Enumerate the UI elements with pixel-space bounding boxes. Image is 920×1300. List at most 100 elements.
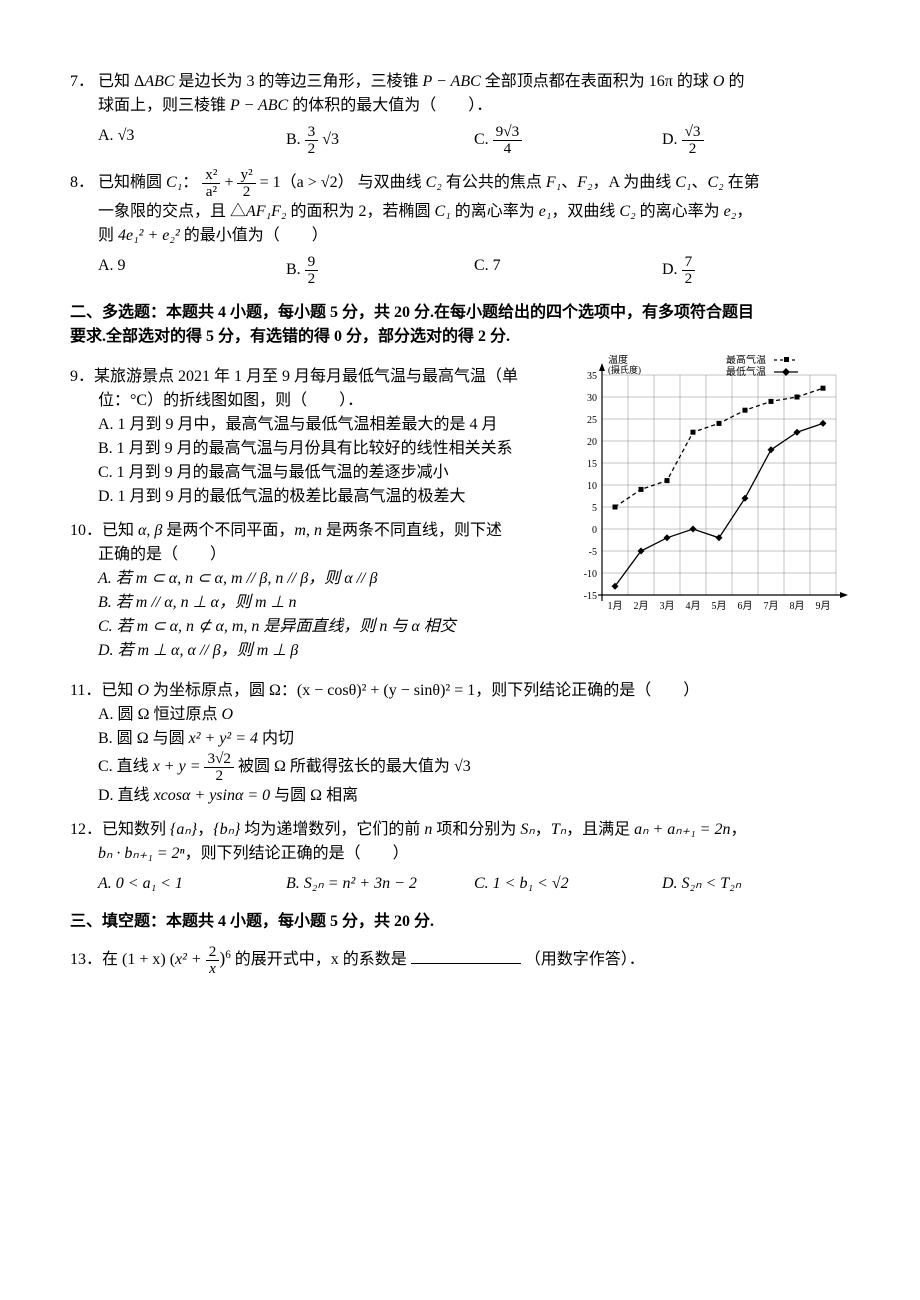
q8-l2d: ，双曲线 <box>551 203 619 220</box>
q9-q10-row: 9．某旅游景点 2021 年 1 月至 9 月每月最低气温与最高气温（单 位：°… <box>70 355 850 669</box>
q7-area: 16π <box>649 73 673 90</box>
temperature-chart: -15-10-505101520253035温度(摄氏度)最高气温最低气温1月2… <box>560 355 850 669</box>
q11-B-mid: 与圆 <box>149 730 189 747</box>
q8-Dn: 7 <box>682 254 696 271</box>
q7-B: B. <box>286 131 301 148</box>
q12-opt-c: C. 1 < b₁ < √2 <box>474 872 662 896</box>
svg-text:3月: 3月 <box>660 600 675 612</box>
svg-text:35: 35 <box>587 371 597 382</box>
q8-af1f2: AF₁F₂ <box>246 203 286 220</box>
q11-l1a: 已知 <box>101 682 137 699</box>
q11-C-omega: Ω <box>274 758 286 775</box>
q10-A: A. 若 m ⊂ α, n ⊂ α, m // β, n // β，则 α //… <box>98 567 560 591</box>
q8-c1b: C₁ <box>675 174 691 191</box>
q8-line3: 则 4e₁² + e₂² 的最小值为（ ） <box>98 224 850 248</box>
q8-F2: F₂ <box>577 174 592 191</box>
q7-D-den: 2 <box>682 141 704 157</box>
q9-B: B. 1 月到 9 月的最高气温与月份具有比较好的线性相关关系 <box>98 437 560 461</box>
q7-opt-d: D. √3 2 <box>662 124 850 157</box>
q8-cond: （a > √2） <box>281 174 354 191</box>
q7-t5: 的 <box>724 73 744 90</box>
q7-B-sqrt: √3 <box>322 131 339 148</box>
q12-bn: {bₙ} <box>213 821 240 838</box>
q11-B-pre: B. 圆 <box>98 730 137 747</box>
question-11: 11．已知 O 为坐标原点，圆 Ω：(x − cosθ)² + (y − sin… <box>70 679 850 808</box>
question-10: 10．已知 α, β 是两个不同平面，m, n 是两条不同直线，则下述 正确的是… <box>70 519 560 663</box>
q10-l1a: 已知 <box>102 522 138 539</box>
q8-l3b: 的最小值为（ ） <box>180 227 328 244</box>
q7-line2: 球面上，则三棱锥 P − ABC 的体积的最大值为（ ）． <box>98 94 850 118</box>
q10-B: B. 若 m // α, n ⊥ α，则 m ⊥ n <box>98 591 560 615</box>
svg-text:0: 0 <box>592 525 597 536</box>
q7-C: C. <box>474 131 489 148</box>
chart-svg: -15-10-505101520253035温度(摄氏度)最高气温最低气温1月2… <box>560 355 850 635</box>
svg-text:7月: 7月 <box>764 600 779 612</box>
q8-t2: 与双曲线 <box>358 174 426 191</box>
svg-text:5月: 5月 <box>712 600 727 612</box>
q8-t1: 已知椭圆 <box>98 174 166 191</box>
q8-c1: C₁ <box>166 174 182 191</box>
svg-text:8月: 8月 <box>790 600 805 612</box>
q11-B: B. 圆 Ω 与圆 x² + y² = 4 内切 <box>98 727 850 751</box>
svg-text:6月: 6月 <box>738 600 753 612</box>
q12-Sn: Sₙ <box>520 821 534 838</box>
q7-abc: ABC <box>144 73 174 90</box>
q7-pabc2: P − ABC <box>230 97 288 114</box>
q7-C-frac: 9√3 4 <box>493 124 523 157</box>
q11-B-omega: Ω <box>137 730 149 747</box>
q10-l2: 正确的是（ ） <box>98 543 560 567</box>
svg-text:4月: 4月 <box>686 600 701 612</box>
q12-opt-a: A. 0 < a₁ < 1 <box>98 872 286 896</box>
q12-opt-d: D. S₂ₙ < T₂ₙ <box>662 872 850 896</box>
q11-C-pre: C. 直线 <box>98 758 153 775</box>
question-13: 13．在 (1 + x) (x² + 2x)6 的展开式中，x 的系数是 （用数… <box>70 944 850 977</box>
q9-A: A. 1 月到 9 月中，最高气温与最低气温相差最大的是 4 月 <box>98 413 560 437</box>
q12-options: A. 0 < a₁ < 1 B. S₂ₙ = n² + 3n − 2 C. 1 … <box>98 872 850 896</box>
q12-l1a: 已知数列 <box>102 821 170 838</box>
q8-line2: 一象限的交点，且 △AF₁F₂ 的面积为 2，若椭圆 C₁ 的离心率为 e₁，双… <box>98 200 850 224</box>
q11-D-post: 相离 <box>322 787 358 804</box>
svg-text:25: 25 <box>587 415 597 426</box>
svg-text:-15: -15 <box>584 591 597 602</box>
svg-text:(摄氏度): (摄氏度) <box>608 364 641 375</box>
q8-Bn: 9 <box>305 254 319 271</box>
q8-l2c: 的离心率为 <box>451 203 539 220</box>
q12-l1c: 均为递增数列，它们的前 <box>240 821 424 838</box>
section-2-heading: 二、多选题：本题共 4 小题，每小题 5 分，共 20 分.在每小题给出的四个选… <box>70 301 850 349</box>
sec2-l2: 要求.全部选对的得 5 分，有选错的得 0 分，部分选对的得 2 分. <box>70 325 850 349</box>
q8-l2e: 的离心率为 <box>636 203 724 220</box>
q7-opt-c: C. 9√3 4 <box>474 124 662 157</box>
q7-opt-a: A. √3 <box>98 124 286 157</box>
q12-l2a: bₙ · bₙ₊₁ = 2ⁿ <box>98 845 185 862</box>
q8-l2f: ， <box>736 203 752 220</box>
q7-t3: 全部顶点都在表面积为 <box>481 73 649 90</box>
question-9: 9．某旅游景点 2021 年 1 月至 9 月每月最低气温与最高气温（单 位：°… <box>70 365 560 509</box>
q8-c2: C₂ <box>426 174 442 191</box>
svg-text:15: 15 <box>587 459 597 470</box>
section-3-heading: 三、填空题：本题共 4 小题，每小题 5 分，共 20 分. <box>70 910 850 934</box>
q7-B-den: 2 <box>305 141 319 157</box>
q13-num: 13． <box>70 951 102 968</box>
q7-B-frac: 3 2 <box>305 124 319 157</box>
q8-plus: + <box>224 174 237 191</box>
svg-text:2月: 2月 <box>634 600 649 612</box>
q11-l1b: 为坐标原点，圆 <box>149 682 269 699</box>
q8-num: 8． <box>70 174 94 191</box>
q7-l2b: 的体积的最大值为（ ）． <box>288 97 492 114</box>
q12-an: {aₙ} <box>170 821 197 838</box>
q7-num: 7． <box>70 73 94 90</box>
q10-C: C. 若 m ⊂ α, n ⊄ α, m, n 是异面直线，则 n 与 α 相交 <box>98 615 560 639</box>
q11-A-omega: Ω <box>138 706 150 723</box>
q10-l1b: 是两个不同平面， <box>162 522 294 539</box>
q8-t4: ，A 为曲线 <box>593 174 676 191</box>
q8-f2n: y² <box>237 167 255 184</box>
q8-B-frac: 92 <box>305 254 319 287</box>
q13-t2: 的展开式中，x 的系数是 <box>235 951 411 968</box>
q8-opt-d: D. 72 <box>662 254 850 287</box>
q8-t5: 、 <box>691 174 707 191</box>
q13-frac: 2x <box>206 944 220 977</box>
q8-l2b: 的面积为 2，若椭圆 <box>286 203 434 220</box>
q8-Dd: 2 <box>682 271 696 287</box>
q8-expr: 4e₁² + e₂² <box>118 227 180 244</box>
q7-A: A. <box>98 127 114 144</box>
